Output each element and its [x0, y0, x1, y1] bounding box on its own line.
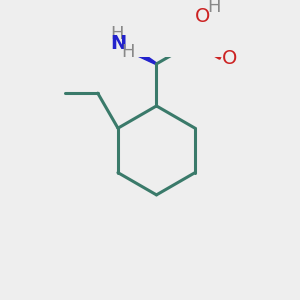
Text: H: H: [110, 25, 123, 43]
Polygon shape: [119, 40, 157, 64]
Text: H: H: [121, 43, 135, 61]
Text: O: O: [195, 7, 210, 26]
Text: O: O: [221, 49, 237, 68]
Text: N: N: [110, 34, 126, 53]
Text: H: H: [207, 0, 220, 16]
